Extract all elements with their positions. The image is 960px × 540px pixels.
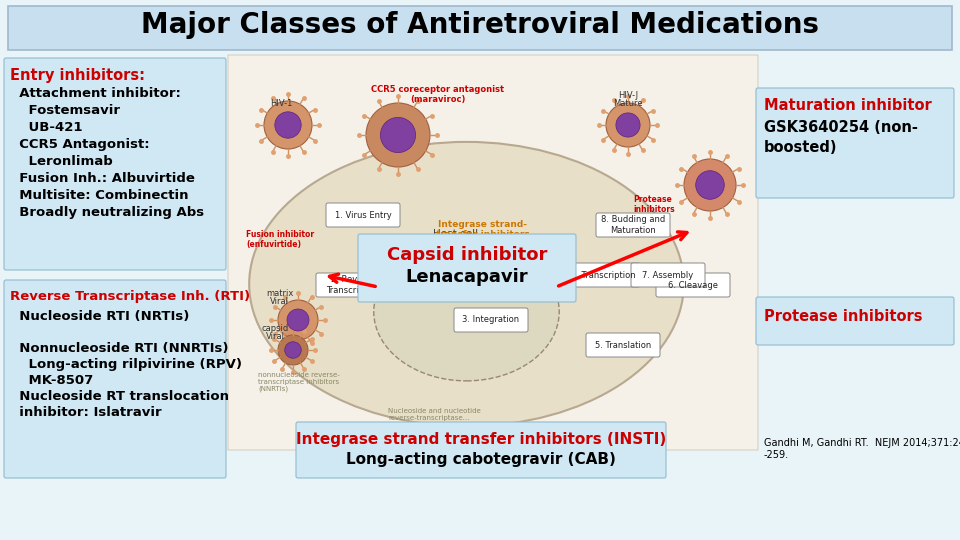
Text: 7. Assembly: 7. Assembly	[642, 271, 694, 280]
Text: UB-421: UB-421	[10, 121, 83, 134]
FancyBboxPatch shape	[631, 263, 705, 287]
Text: 1. Virus Entry: 1. Virus Entry	[335, 211, 392, 219]
Text: Fusion Inh.: Albuvirtide: Fusion Inh.: Albuvirtide	[10, 172, 195, 185]
Text: MK-8507: MK-8507	[10, 374, 93, 387]
FancyBboxPatch shape	[454, 308, 528, 332]
Text: HIV-1: HIV-1	[270, 99, 293, 108]
FancyBboxPatch shape	[756, 88, 954, 198]
Text: Broadly neutralizing Abs: Broadly neutralizing Abs	[10, 206, 204, 219]
Text: Protease inhibitors: Protease inhibitors	[764, 309, 923, 324]
Text: Leronlimab: Leronlimab	[10, 155, 112, 168]
FancyBboxPatch shape	[228, 55, 758, 450]
Text: Viral: Viral	[266, 332, 285, 341]
Circle shape	[696, 171, 724, 199]
Text: Reverse Transcriptase Inh. (RTI): Reverse Transcriptase Inh. (RTI)	[10, 290, 251, 303]
Text: Long-acting cabotegravir (CAB): Long-acting cabotegravir (CAB)	[346, 452, 616, 467]
Circle shape	[278, 335, 308, 365]
Text: Entry inhibitors:: Entry inhibitors:	[10, 68, 145, 83]
Text: capsid: capsid	[262, 324, 289, 333]
FancyBboxPatch shape	[586, 333, 660, 357]
Text: matrix: matrix	[266, 289, 294, 298]
Text: Maturation inhibitor: Maturation inhibitor	[764, 98, 932, 113]
Circle shape	[380, 117, 416, 153]
Text: Host cell: Host cell	[433, 229, 478, 239]
Circle shape	[606, 103, 650, 147]
Text: 5. Translation: 5. Translation	[595, 341, 651, 349]
Text: 2. Reverse
Transcription: 2. Reverse Transcription	[326, 275, 380, 295]
FancyBboxPatch shape	[656, 273, 730, 297]
Text: Integrase strand transfer inhibitors (INSTI): Integrase strand transfer inhibitors (IN…	[296, 432, 666, 447]
Text: Multisite: Combinectin: Multisite: Combinectin	[10, 189, 188, 202]
Text: Major Classes of Antiretroviral Medications: Major Classes of Antiretroviral Medicati…	[141, 11, 819, 39]
Text: Fostemsavir: Fostemsavir	[10, 104, 120, 117]
Text: 6. Cleavage: 6. Cleavage	[668, 280, 718, 289]
Text: Nonnucleoside RTI (NNRTIs): Nonnucleoside RTI (NNRTIs)	[10, 342, 228, 355]
Text: 3. Integration: 3. Integration	[463, 315, 519, 325]
Text: Integrase strand-
transfer inhibitors
(INSTIs): Integrase strand- transfer inhibitors (I…	[436, 220, 530, 250]
Text: CCR5 Antagonist:: CCR5 Antagonist:	[10, 138, 150, 151]
Circle shape	[275, 112, 301, 138]
Text: Fusion inhibitor
(enfuvirtide): Fusion inhibitor (enfuvirtide)	[246, 230, 314, 249]
Text: 4. Transcription: 4. Transcription	[570, 271, 636, 280]
Circle shape	[264, 101, 312, 149]
Circle shape	[616, 113, 640, 137]
Text: Nucleoside RTI (NRTIs): Nucleoside RTI (NRTIs)	[10, 310, 189, 323]
FancyBboxPatch shape	[8, 6, 952, 50]
FancyBboxPatch shape	[358, 234, 576, 302]
FancyBboxPatch shape	[4, 58, 226, 270]
Circle shape	[287, 309, 309, 331]
Circle shape	[366, 103, 430, 167]
Text: CCR5 coreceptor antagonist
(maraviroc): CCR5 coreceptor antagonist (maraviroc)	[372, 85, 505, 104]
Text: Attachment inhibitor:: Attachment inhibitor:	[10, 87, 180, 100]
Text: Nucleus: Nucleus	[449, 276, 484, 285]
Text: Nucleoside RT translocation: Nucleoside RT translocation	[10, 390, 229, 403]
Text: nonnucleoside reverse-
transcriptase inhibitors
(NNRTIs): nonnucleoside reverse- transcriptase inh…	[258, 372, 340, 393]
Text: Mature: Mature	[613, 99, 642, 108]
FancyBboxPatch shape	[756, 297, 954, 345]
Text: inhibitor: Islatravir: inhibitor: Islatravir	[10, 406, 161, 419]
FancyBboxPatch shape	[4, 280, 226, 478]
Text: Viral: Viral	[270, 297, 289, 306]
Circle shape	[285, 342, 301, 358]
Text: 8. Budding and
Maturation: 8. Budding and Maturation	[601, 215, 665, 235]
Circle shape	[278, 300, 318, 340]
Text: Long-acting rilpivirine (RPV): Long-acting rilpivirine (RPV)	[10, 358, 242, 371]
Text: Capsid inhibitor: Capsid inhibitor	[387, 246, 547, 264]
Ellipse shape	[373, 242, 560, 381]
Text: HIV-J: HIV-J	[618, 91, 638, 100]
FancyBboxPatch shape	[566, 263, 640, 287]
Circle shape	[684, 159, 736, 211]
Ellipse shape	[250, 142, 684, 426]
Text: Nucleoside and nucleotide
reverse-transcriptase...: Nucleoside and nucleotide reverse-transc…	[388, 408, 481, 421]
Text: Protease
inhibitors: Protease inhibitors	[633, 195, 675, 214]
Text: boosted): boosted)	[764, 140, 837, 155]
FancyBboxPatch shape	[596, 213, 670, 237]
Text: Lenacapavir: Lenacapavir	[406, 268, 528, 286]
Text: Gandhi M, Gandhi RT.  NEJM 2014;371:248
-259.: Gandhi M, Gandhi RT. NEJM 2014;371:248 -…	[764, 438, 960, 460]
FancyBboxPatch shape	[326, 203, 400, 227]
FancyBboxPatch shape	[296, 422, 666, 478]
Text: GSK3640254 (non-: GSK3640254 (non-	[764, 120, 918, 135]
FancyBboxPatch shape	[316, 273, 390, 297]
